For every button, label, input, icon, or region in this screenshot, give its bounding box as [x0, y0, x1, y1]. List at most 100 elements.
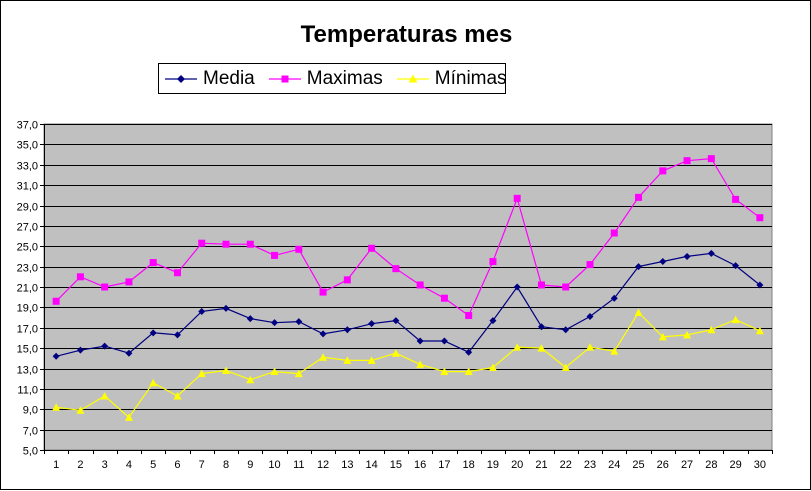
- x-tick-label: 2: [77, 459, 83, 471]
- data-point-maximas: [732, 195, 740, 203]
- y-tick-label: 15,0: [17, 344, 38, 356]
- data-point-media: [295, 318, 303, 326]
- x-tick-label: 27: [681, 459, 693, 471]
- x-tick-label: 17: [438, 459, 450, 471]
- data-point-maximas: [562, 283, 570, 291]
- data-point-maximas: [125, 278, 133, 286]
- data-point-maximas: [173, 269, 181, 277]
- data-point-media: [465, 348, 473, 356]
- y-tick-label: 33,0: [17, 161, 38, 173]
- data-point-maximas: [537, 281, 545, 289]
- data-point-media: [246, 315, 254, 323]
- x-tick-label: 18: [463, 459, 475, 471]
- data-point-media: [76, 346, 84, 354]
- data-point-minimas: [658, 332, 667, 341]
- data-point-maximas: [76, 273, 84, 281]
- data-point-maximas: [756, 214, 764, 222]
- data-point-media: [586, 313, 594, 321]
- data-point-media: [198, 307, 206, 315]
- data-point-minimas: [610, 347, 619, 355]
- data-point-minimas: [343, 356, 352, 364]
- data-point-minimas: [76, 406, 85, 414]
- y-tick-label: 5,0: [23, 446, 38, 458]
- data-point-maximas: [271, 251, 279, 259]
- x-tick-label: 16: [414, 459, 426, 471]
- y-tick-label: 19,0: [17, 303, 38, 315]
- x-tick-label: 7: [199, 459, 205, 471]
- chart-title: Temperaturas mes: [300, 21, 513, 48]
- data-point-media: [707, 249, 715, 257]
- data-point-maximas: [368, 244, 376, 252]
- data-point-minimas: [367, 356, 376, 364]
- data-point-media: [756, 281, 764, 289]
- data-point-minimas: [561, 363, 570, 371]
- data-point-minimas: [416, 360, 425, 368]
- y-tick-label: 13,0: [17, 365, 38, 377]
- y-tick-label: 37,0: [17, 120, 38, 132]
- x-tick-label: 19: [487, 459, 499, 471]
- data-point-maximas: [683, 157, 691, 165]
- data-point-media: [125, 349, 133, 357]
- legend-label-minimas: Mínimas: [434, 67, 507, 89]
- data-point-media: [392, 317, 400, 325]
- x-tick-label: 10: [268, 459, 280, 471]
- legend-item-media: Media: [165, 68, 255, 90]
- data-point-minimas: [124, 413, 133, 421]
- x-tick-label: 3: [102, 459, 108, 471]
- x-tick-label: 20: [511, 459, 523, 471]
- data-point-maximas: [513, 194, 521, 202]
- series-line-media: [55, 252, 761, 357]
- data-point-maximas: [246, 240, 254, 248]
- x-tick-label: 1: [53, 459, 59, 471]
- data-point-maximas: [586, 261, 594, 269]
- data-point-minimas: [683, 330, 692, 339]
- data-point-media: [343, 326, 351, 334]
- data-point-maximas: [319, 288, 327, 296]
- data-point-maximas: [295, 245, 303, 253]
- data-point-media: [513, 283, 521, 291]
- data-point-minimas: [755, 326, 764, 335]
- data-point-maximas: [659, 167, 667, 175]
- data-point-maximas: [149, 259, 157, 267]
- data-point-minimas: [464, 367, 473, 376]
- x-tick-label: 30: [754, 459, 766, 471]
- data-point-minimas: [197, 369, 206, 378]
- legend-item-minimas: Mínimas: [396, 67, 507, 90]
- data-point-minimas: [586, 343, 594, 351]
- y-tick-label: 25,0: [17, 242, 38, 254]
- x-tick-label: 26: [657, 459, 669, 471]
- x-tick-label: 5: [150, 459, 156, 471]
- data-point-minimas: [270, 367, 279, 376]
- data-point-media: [440, 337, 448, 345]
- y-tick-label: 9,0: [23, 405, 38, 417]
- x-tick-label: 24: [608, 459, 620, 471]
- data-point-media: [319, 330, 327, 338]
- legend-swatch-media: [165, 74, 197, 83]
- data-point-maximas: [465, 312, 473, 320]
- x-tick-label: 11: [293, 459, 304, 471]
- x-tick-label: 29: [729, 459, 741, 471]
- chart-legend: Media Maximas Mínimas: [158, 63, 507, 94]
- data-point-minimas: [294, 369, 303, 378]
- data-point-minimas: [707, 325, 716, 334]
- y-tick-label: 35,0: [17, 140, 38, 152]
- legend-swatch-minimas: [396, 74, 429, 82]
- data-point-minimas: [222, 366, 230, 375]
- data-point-media: [562, 326, 570, 334]
- data-point-minimas: [319, 353, 328, 361]
- y-tick-label: 29,0: [17, 202, 38, 214]
- data-point-maximas: [489, 258, 497, 266]
- data-point-minimas: [537, 344, 546, 352]
- data-point-maximas: [440, 294, 448, 302]
- data-point-maximas: [392, 265, 400, 273]
- data-point-media: [52, 352, 60, 360]
- data-point-media: [732, 262, 740, 270]
- x-tick-label: 14: [365, 459, 377, 471]
- series-line-maximas: [55, 157, 761, 317]
- data-point-media: [222, 304, 230, 312]
- data-point-minimas: [246, 375, 255, 384]
- x-tick-label: 15: [390, 459, 402, 471]
- data-point-minimas: [513, 343, 522, 351]
